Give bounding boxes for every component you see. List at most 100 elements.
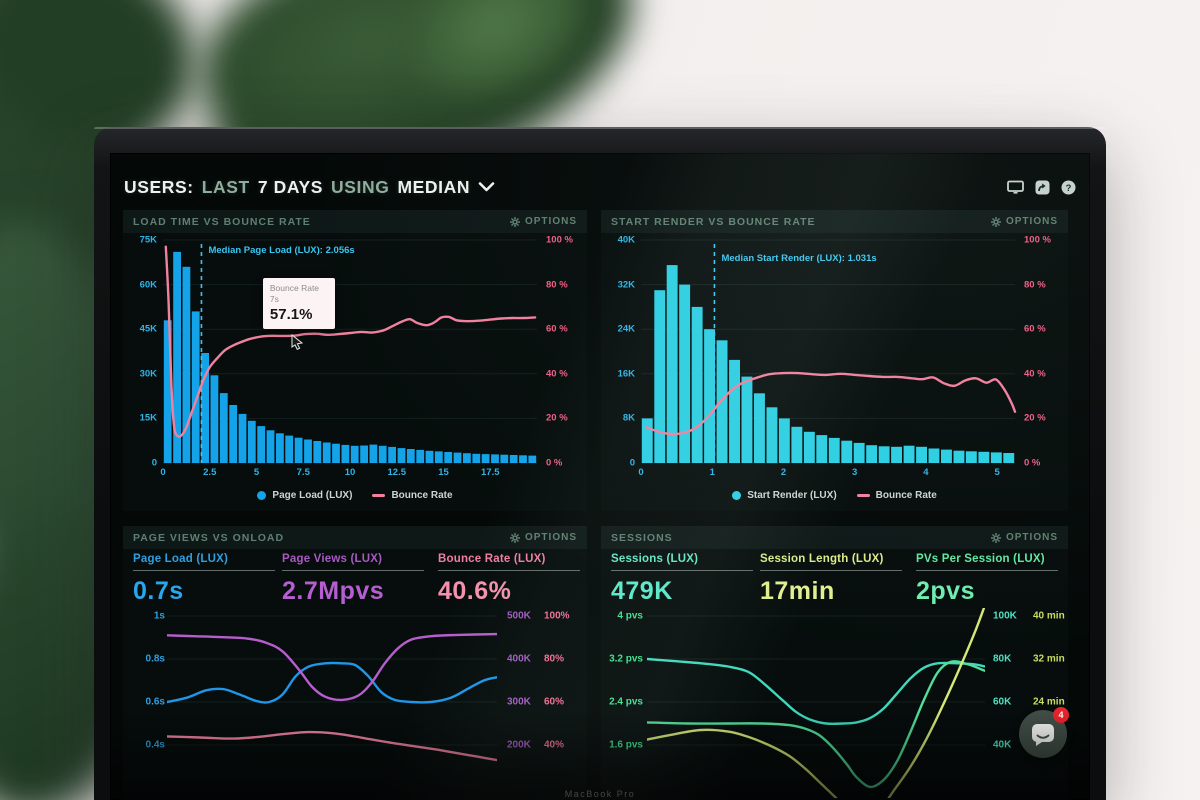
y-axis-label: 40 min (1033, 610, 1065, 622)
metric-label: Page Views (LUX) (282, 553, 383, 565)
metric-underline (282, 570, 424, 571)
x-tick-label: 5 (253, 467, 260, 478)
y-axis-label: 100K (993, 610, 1017, 622)
x-tick-label: 0 (638, 467, 644, 478)
series-line-sessions-lux- (647, 657, 985, 726)
metric-label: PVs Per Session (LUX) (916, 553, 1045, 565)
legend-item: Bounce Rate (372, 490, 453, 501)
histogram-bar (472, 453, 481, 463)
chart-tooltip: Bounce Rate 7s 57.1% (262, 277, 335, 329)
chevron-down-icon (478, 182, 495, 192)
histogram-bar (990, 452, 1002, 463)
y-axis-label: 20 % (1024, 412, 1046, 424)
legend-label: Bounce Rate (875, 490, 937, 501)
x-tick-label: 12.5 (387, 467, 407, 478)
y-axis-label: 60 % (1024, 323, 1046, 335)
histogram-bar (928, 448, 940, 463)
x-tick-label: 2 (780, 467, 787, 478)
help-icon[interactable]: ? (1061, 180, 1076, 195)
plot-area (647, 608, 985, 798)
title-segment: MEDIAN (397, 176, 471, 197)
y-axis-left: 75K 60K 45K 30K 15K 0 (123, 235, 157, 469)
histogram-bar (853, 442, 865, 463)
x-tick-label: 0 (160, 467, 166, 478)
y-axis-label: 200K (507, 739, 531, 751)
x-tick-label: 10 (344, 467, 356, 478)
plot-area: Median Start Render (LUX): 1.031s (641, 239, 1017, 464)
metric-page-views-lux-: Page Views (LUX) 2.7Mpvs (282, 553, 424, 606)
histogram-bar (1003, 453, 1015, 463)
chart-area: 75K 60K 45K 30K 15K 0 100 % 80 % 60 % 40 % 20 % 0 %… (123, 210, 587, 511)
histogram-bar (444, 452, 453, 463)
metric-sessions-lux-: Sessions (LUX) 479K (611, 553, 753, 606)
histogram-bar (841, 440, 853, 463)
share-icon[interactable] (1035, 180, 1050, 195)
y-axis-label: 100 % (546, 234, 573, 246)
histogram-bar (803, 431, 815, 463)
histogram-bar (416, 449, 425, 463)
metric-session-length-lux-: Session Length (LUX) 17min (760, 553, 902, 606)
histogram-bar (313, 441, 322, 463)
y-axis-label: 100% (544, 610, 570, 622)
histogram-bar (406, 449, 415, 463)
histogram-bar (828, 437, 840, 463)
histogram-bar (266, 430, 275, 463)
display-icon[interactable] (1007, 180, 1024, 195)
panel-page-views-vs-onload: PAGE VIEWS VS ONLOAD OPTIONS Page Load (… (123, 526, 587, 800)
y-axis-label: 80 % (546, 279, 568, 291)
y-axis-label: 100 % (1024, 234, 1051, 246)
dashboard-header: USERS: LAST 7 DAYS USING MEDIAN (124, 171, 1076, 203)
tooltip-value: 57.1% (269, 305, 313, 323)
legend-item: Start Render (LUX) (732, 490, 837, 501)
x-tick-label: 1 (709, 467, 715, 478)
x-tick-label: 2.5 (203, 467, 217, 478)
metric-value: 2.7Mpvs (282, 577, 385, 605)
legend-label: Bounce Rate (391, 490, 453, 501)
y-axis-label: 0.6s (145, 696, 165, 708)
histogram-bar (903, 445, 915, 463)
metric-label: Bounce Rate (LUX) (438, 553, 546, 565)
y-axis-label: 80 % (1024, 279, 1046, 291)
y-axis-label: 1.6 pvs (609, 739, 643, 751)
histogram-bar (791, 426, 803, 463)
y-axis-label: 4 pvs (617, 610, 643, 622)
title-segment: 7 DAYS (257, 176, 324, 197)
histogram-bar (654, 290, 666, 463)
x-axis: 0 2.5 5 7.5 10 12.5 15 17.5 (160, 467, 537, 479)
y-axis-right: 100 % 80 % 60 % 40 % 20 % 0 % (1024, 235, 1068, 469)
chart-svg (641, 239, 1017, 464)
metric-label: Sessions (LUX) (611, 553, 699, 565)
histogram-bar (229, 405, 238, 463)
y-axis-label: 24K (617, 323, 635, 335)
title-segment: USERS: (124, 176, 194, 197)
y-axis-label: 80% (544, 653, 565, 665)
histogram-bar (509, 455, 518, 463)
title-segment: LAST (201, 176, 250, 197)
histogram-bar (332, 443, 340, 463)
histogram-bar (463, 453, 471, 463)
histogram-bar (491, 454, 499, 463)
legend-item: Bounce Rate (856, 490, 937, 501)
y-axis-label: 60K (993, 696, 1012, 708)
y-axis-label: 30K (139, 368, 157, 380)
y-axis-label: 15K (139, 412, 157, 424)
series-line-page-load-lux- (167, 661, 497, 704)
histogram-bar (247, 420, 256, 463)
y-axis-label: 0 % (546, 457, 563, 469)
histogram-bar (210, 375, 219, 463)
users-filter-dropdown[interactable]: USERS: LAST 7 DAYS USING MEDIAN (124, 177, 495, 198)
histogram-bar (641, 418, 653, 463)
y-axis-label: 24 min (1033, 696, 1065, 708)
series-line-session-length-lux- (647, 608, 985, 798)
y-axis-label: 0 (629, 457, 635, 469)
laptop-brand-text: MacBook Pro (564, 789, 636, 799)
y-axis-label: 2.4 pvs (609, 696, 643, 708)
title-segment: USING (331, 176, 390, 197)
chat-button[interactable]: 4 (1019, 707, 1069, 758)
tooltip-label: 7s (269, 293, 279, 304)
chart-svg (647, 608, 985, 798)
histogram-bar (191, 311, 200, 463)
metric-underline (916, 570, 1058, 571)
metric-underline (438, 570, 580, 571)
histogram-bar (350, 445, 359, 463)
